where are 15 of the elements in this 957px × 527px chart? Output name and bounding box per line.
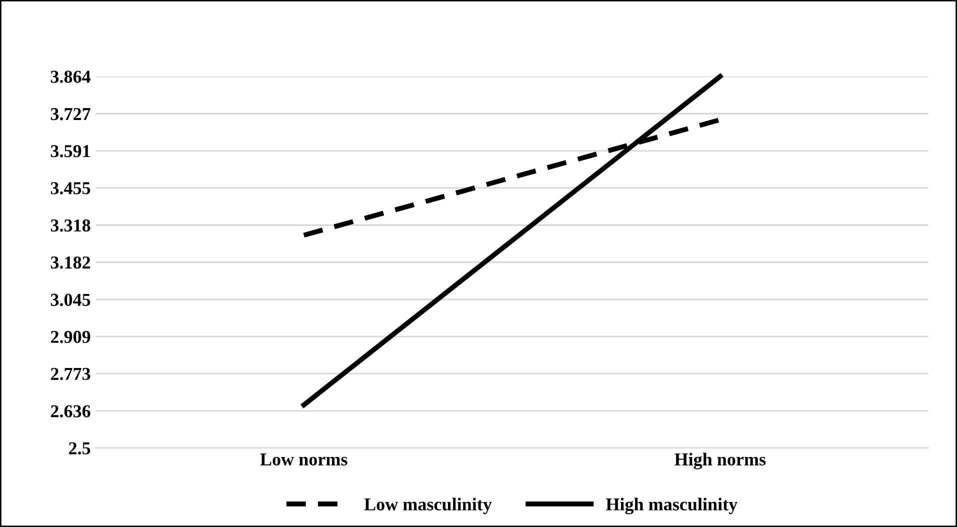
- y-tick-label: 2.636: [50, 405, 90, 418]
- y-tick-label: 2.909: [50, 330, 90, 344]
- x-tick-label: Low norms: [260, 454, 348, 466]
- y-tick-label: 2.773: [50, 368, 90, 380]
- y-tick-label: 3.727: [50, 108, 90, 120]
- y-tick-label: 3.045: [50, 294, 90, 306]
- y-tick-label: 3.864: [50, 70, 91, 83]
- legend-label: Low masculinity: [364, 498, 492, 514]
- y-tick-label: 3.591: [50, 145, 90, 158]
- y-tick-label: 2.5: [69, 442, 90, 454]
- legend-label: High masculinity: [606, 498, 738, 514]
- y-tick-label: 3.182: [50, 256, 90, 269]
- y-tick-label: 3.455: [50, 182, 90, 194]
- x-tick-label: High norms: [674, 452, 766, 470]
- y-tick-label: 3.318: [50, 219, 90, 232]
